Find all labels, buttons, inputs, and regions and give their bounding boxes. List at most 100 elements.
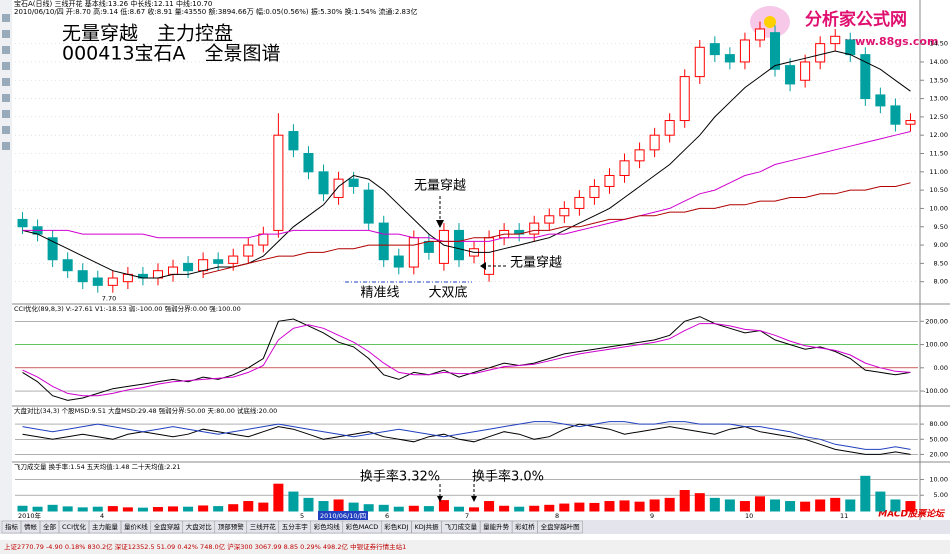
- candle-body: [649, 134, 660, 151]
- arrow-head: [436, 220, 444, 228]
- volume-bar: [649, 499, 660, 512]
- volume-bar: [544, 504, 555, 512]
- overlay-subtitle: 000413宝石A 全景图谱: [62, 43, 281, 65]
- volume-bar: [32, 506, 43, 512]
- tab[interactable]: 彩色MACD: [346, 522, 378, 531]
- line-series: [22, 421, 911, 450]
- candle-body: [754, 28, 765, 41]
- candle-body: [724, 54, 735, 63]
- volume-bar: [363, 504, 374, 512]
- x-axis-label: 4: [100, 512, 104, 520]
- tab[interactable]: 飞刀成交量: [445, 522, 478, 531]
- panel-title: 飞刀成交量 换手率:1.54 五天均值:1.48 二十天均值:2.21: [14, 462, 181, 471]
- volume-bar: [800, 501, 811, 512]
- volume-bar: [785, 501, 796, 512]
- y-tick-label: 8.00: [934, 278, 948, 286]
- logo-center: [764, 16, 776, 28]
- panel-title: CCI优化(89,8,3) V:-27.61 V1:-18.53 弱:-100.…: [14, 304, 241, 313]
- candle-body: [860, 54, 871, 100]
- y-tick-label: 5.00: [934, 491, 948, 499]
- volume-bar: [423, 506, 434, 512]
- cursor-date-box: [318, 511, 368, 520]
- candle-body: [574, 196, 585, 209]
- tab[interactable]: 彩色均线: [314, 522, 341, 531]
- line-series: [22, 323, 911, 397]
- volume-bar: [333, 499, 344, 512]
- tab[interactable]: 指标: [5, 522, 19, 531]
- volume-bar: [815, 499, 826, 512]
- y-tick-label: 10.50: [929, 186, 948, 194]
- y-tick-label: 8.50: [934, 259, 948, 267]
- tab[interactable]: 全部: [43, 522, 57, 531]
- volume-bar: [243, 501, 254, 512]
- tab[interactable]: 大盘对比: [186, 522, 213, 531]
- tab[interactable]: KDJ共振: [414, 522, 439, 531]
- tab-bar: [0, 520, 950, 534]
- y-tick-label: 13.00: [929, 95, 948, 103]
- y-tick-label: 12.00: [929, 131, 948, 139]
- candle-body: [258, 233, 269, 246]
- volume-bar: [303, 497, 314, 512]
- y-tick-label: 11.00: [929, 168, 948, 176]
- tab[interactable]: 五分丰宇: [282, 522, 309, 531]
- candle-body: [62, 259, 73, 272]
- candle-body: [634, 149, 645, 162]
- candle-body: [107, 277, 118, 286]
- volume-bar: [845, 499, 856, 512]
- y-tick-label: 10.00: [929, 204, 948, 212]
- y-tick-label: 20.00: [929, 450, 948, 458]
- logo-name: 分析家公式网: [805, 9, 907, 30]
- y-tick-label: 80.00: [929, 420, 948, 428]
- y-tick-label: 100.00: [925, 341, 948, 349]
- tab[interactable]: 彩色KDJ: [384, 522, 408, 531]
- tab[interactable]: 顶部预警: [218, 522, 245, 531]
- tab[interactable]: 全盘穿越: [154, 522, 181, 531]
- tab[interactable]: 全盘穿越叶图: [541, 522, 580, 531]
- header-line1: 宝石A(日线) 三线开花 基本线:13.26 中长线:12.11 中线:10.7…: [14, 0, 212, 8]
- volume-bar: [860, 475, 871, 512]
- header-line2: 2010/06/10/四 开:8.70 高:9.14 低:8.67 收:8.91…: [14, 7, 417, 16]
- y-tick-label: 9.50: [934, 223, 948, 231]
- volume-bar: [47, 504, 58, 512]
- overlay-title: 无量穿越 主力控盘: [62, 23, 233, 45]
- candle-body: [679, 76, 690, 122]
- arrow-head: [437, 496, 443, 502]
- tab[interactable]: 量价K线: [124, 522, 148, 531]
- volume-bar: [484, 501, 495, 512]
- tab[interactable]: 情帐: [24, 522, 38, 531]
- tab[interactable]: 量能升势: [483, 522, 510, 531]
- volume-bar: [288, 491, 299, 512]
- volume-bar: [739, 501, 750, 512]
- candle-body: [905, 120, 916, 125]
- volume-bar: [17, 505, 28, 512]
- volume-bar: [499, 505, 510, 512]
- candle-body: [664, 120, 675, 136]
- candle-body: [213, 259, 224, 264]
- y-tick-label: 13.50: [929, 76, 948, 84]
- candle-body: [709, 43, 720, 56]
- tab[interactable]: 彩虹桥: [515, 522, 535, 531]
- candle-body: [393, 255, 404, 268]
- candle-body: [243, 244, 254, 257]
- candle-body: [559, 207, 570, 217]
- tab[interactable]: 三线开花: [250, 522, 277, 531]
- y-tick-label: -100.00: [923, 387, 948, 395]
- volume-bar: [77, 507, 88, 512]
- candle-body: [17, 218, 28, 228]
- volume-bar: [62, 506, 73, 512]
- tab[interactable]: 主力能量: [92, 522, 119, 531]
- panel-title: 大盘对比(34,3) 个股MSD:9.51 大盘MSD:29.48 强弱分界:5…: [14, 406, 277, 415]
- x-axis-label: 9: [650, 512, 654, 520]
- y-tick-label: 0.00: [934, 364, 948, 372]
- candle-body: [303, 153, 314, 173]
- candle-body: [438, 229, 449, 264]
- tab[interactable]: CCI优化: [62, 522, 86, 531]
- volume-bar: [604, 501, 615, 512]
- volume-bar: [770, 499, 781, 512]
- volume-bar: [875, 491, 886, 512]
- footer-logo: MACD股票论坛: [878, 509, 946, 520]
- cursor-date: 2010/06/10/四: [320, 512, 366, 520]
- x-axis-label: 5: [300, 512, 304, 520]
- volume-bar: [273, 483, 284, 512]
- volume-bar: [408, 505, 419, 512]
